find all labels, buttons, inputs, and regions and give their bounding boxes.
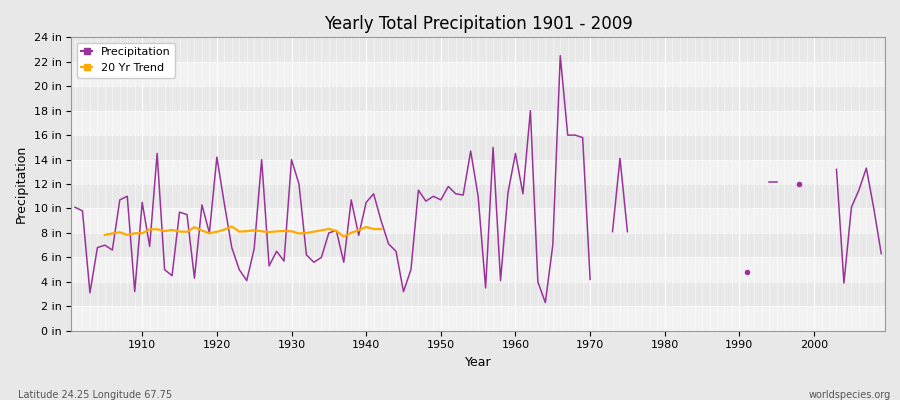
Bar xyxy=(71,86,885,111)
Bar xyxy=(71,62,885,86)
Bar xyxy=(71,208,885,233)
Text: worldspecies.org: worldspecies.org xyxy=(809,390,891,400)
X-axis label: Year: Year xyxy=(464,356,491,369)
Bar xyxy=(71,111,885,135)
Bar xyxy=(71,37,885,62)
Bar xyxy=(71,160,885,184)
Title: Yearly Total Precipitation 1901 - 2009: Yearly Total Precipitation 1901 - 2009 xyxy=(324,15,633,33)
Y-axis label: Precipitation: Precipitation xyxy=(15,145,28,223)
Bar xyxy=(71,257,885,282)
Bar xyxy=(71,135,885,160)
Bar xyxy=(71,233,885,257)
Legend: Precipitation, 20 Yr Trend: Precipitation, 20 Yr Trend xyxy=(76,43,176,78)
Bar xyxy=(71,282,885,306)
Bar xyxy=(71,184,885,208)
Bar xyxy=(71,306,885,331)
Text: Latitude 24.25 Longitude 67.75: Latitude 24.25 Longitude 67.75 xyxy=(18,390,172,400)
